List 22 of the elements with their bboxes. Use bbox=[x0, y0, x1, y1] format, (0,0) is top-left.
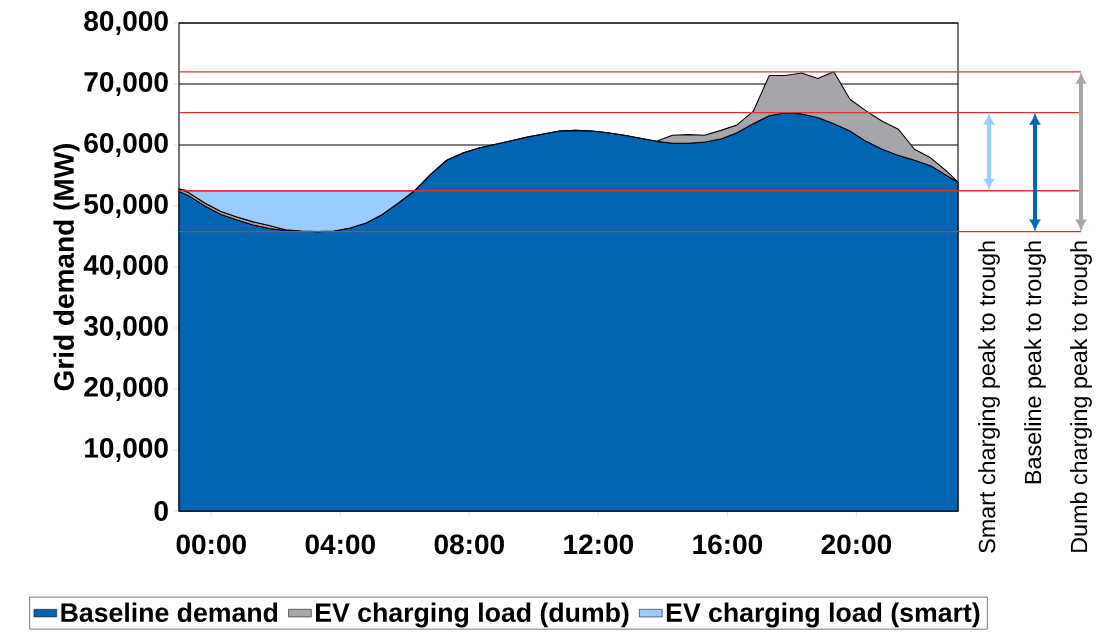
y-tick-label: 10,000 bbox=[85, 438, 168, 462]
y-tick-label: 20,000 bbox=[84, 377, 168, 401]
y-tick-label: 70,000 bbox=[84, 72, 168, 96]
y-tick-label: 40,000 bbox=[83, 255, 168, 279]
y-tick-label: 30,000 bbox=[83, 316, 168, 340]
y-axis-title: Grid demand (MW) bbox=[53, 143, 80, 391]
x-tick-label: 20:00 bbox=[821, 534, 892, 555]
x-tick-label: 00:00 bbox=[176, 534, 246, 555]
text: Smart charging peak to trough bbox=[978, 241, 1000, 553]
y-tick-label: 0 bbox=[154, 501, 168, 521]
x-tick-label: 08:00 bbox=[434, 534, 504, 555]
x-tick-label: 04:00 bbox=[305, 534, 375, 555]
x-tick-label: 12:00 bbox=[564, 534, 633, 555]
text: Baseline peak to trough bbox=[1024, 241, 1046, 484]
legend-label: EV charging load (dumb) bbox=[316, 602, 629, 628]
y-tick-label: 80,000 bbox=[84, 11, 168, 35]
text: Dumb charging peak to trough bbox=[1070, 241, 1092, 552]
y-tick-label: 60,000 bbox=[84, 133, 168, 157]
y-tick-label: 50,000 bbox=[84, 194, 168, 218]
legend-label: EV charging load (smart) bbox=[666, 602, 980, 628]
x-tick-label: 16:00 bbox=[693, 534, 763, 555]
legend-label: Baseline demand bbox=[61, 602, 278, 623]
